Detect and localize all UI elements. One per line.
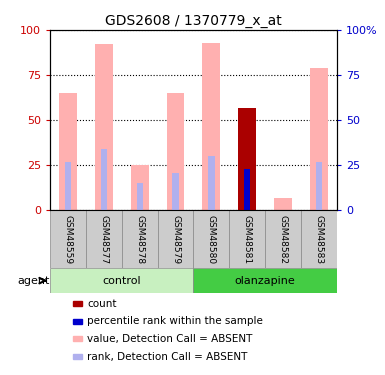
Bar bbox=[203, 43, 220, 210]
Bar bbox=[301, 210, 337, 268]
Bar bbox=[101, 149, 107, 210]
Bar bbox=[137, 183, 143, 210]
Bar bbox=[86, 210, 122, 268]
Bar bbox=[50, 268, 193, 293]
Bar bbox=[229, 210, 265, 268]
Bar bbox=[122, 210, 157, 268]
Bar bbox=[95, 44, 113, 210]
Text: GSM48580: GSM48580 bbox=[207, 215, 216, 264]
Text: control: control bbox=[102, 276, 141, 286]
Bar bbox=[208, 156, 214, 210]
Text: olanzapine: olanzapine bbox=[235, 276, 296, 286]
Text: value, Detection Call = ABSENT: value, Detection Call = ABSENT bbox=[87, 334, 253, 344]
Text: rank, Detection Call = ABSENT: rank, Detection Call = ABSENT bbox=[87, 352, 248, 362]
Text: GSM48577: GSM48577 bbox=[99, 215, 108, 264]
Text: GSM48582: GSM48582 bbox=[279, 215, 288, 264]
Bar bbox=[59, 93, 77, 210]
Text: GSM48578: GSM48578 bbox=[135, 215, 144, 264]
Bar bbox=[157, 210, 194, 268]
Bar bbox=[73, 319, 82, 324]
Text: GSM48559: GSM48559 bbox=[64, 215, 72, 264]
Text: GSM48581: GSM48581 bbox=[243, 215, 252, 264]
Bar bbox=[131, 165, 149, 210]
Bar bbox=[310, 68, 328, 210]
Text: agent: agent bbox=[18, 276, 50, 286]
Bar bbox=[316, 162, 322, 210]
Bar bbox=[238, 108, 256, 210]
Text: percentile rank within the sample: percentile rank within the sample bbox=[87, 316, 263, 326]
Bar bbox=[193, 210, 229, 268]
Bar bbox=[193, 268, 337, 293]
Bar bbox=[73, 336, 82, 341]
Bar bbox=[65, 162, 71, 210]
Text: GSM48579: GSM48579 bbox=[171, 215, 180, 264]
Bar bbox=[167, 93, 184, 210]
Bar bbox=[172, 172, 179, 210]
Bar bbox=[50, 210, 86, 268]
Bar bbox=[244, 169, 250, 210]
Bar bbox=[73, 301, 82, 306]
Title: GDS2608 / 1370779_x_at: GDS2608 / 1370779_x_at bbox=[105, 13, 282, 28]
Bar bbox=[274, 198, 292, 210]
Bar bbox=[265, 210, 301, 268]
Text: count: count bbox=[87, 298, 117, 309]
Text: GSM48583: GSM48583 bbox=[315, 215, 323, 264]
Bar bbox=[73, 354, 82, 359]
